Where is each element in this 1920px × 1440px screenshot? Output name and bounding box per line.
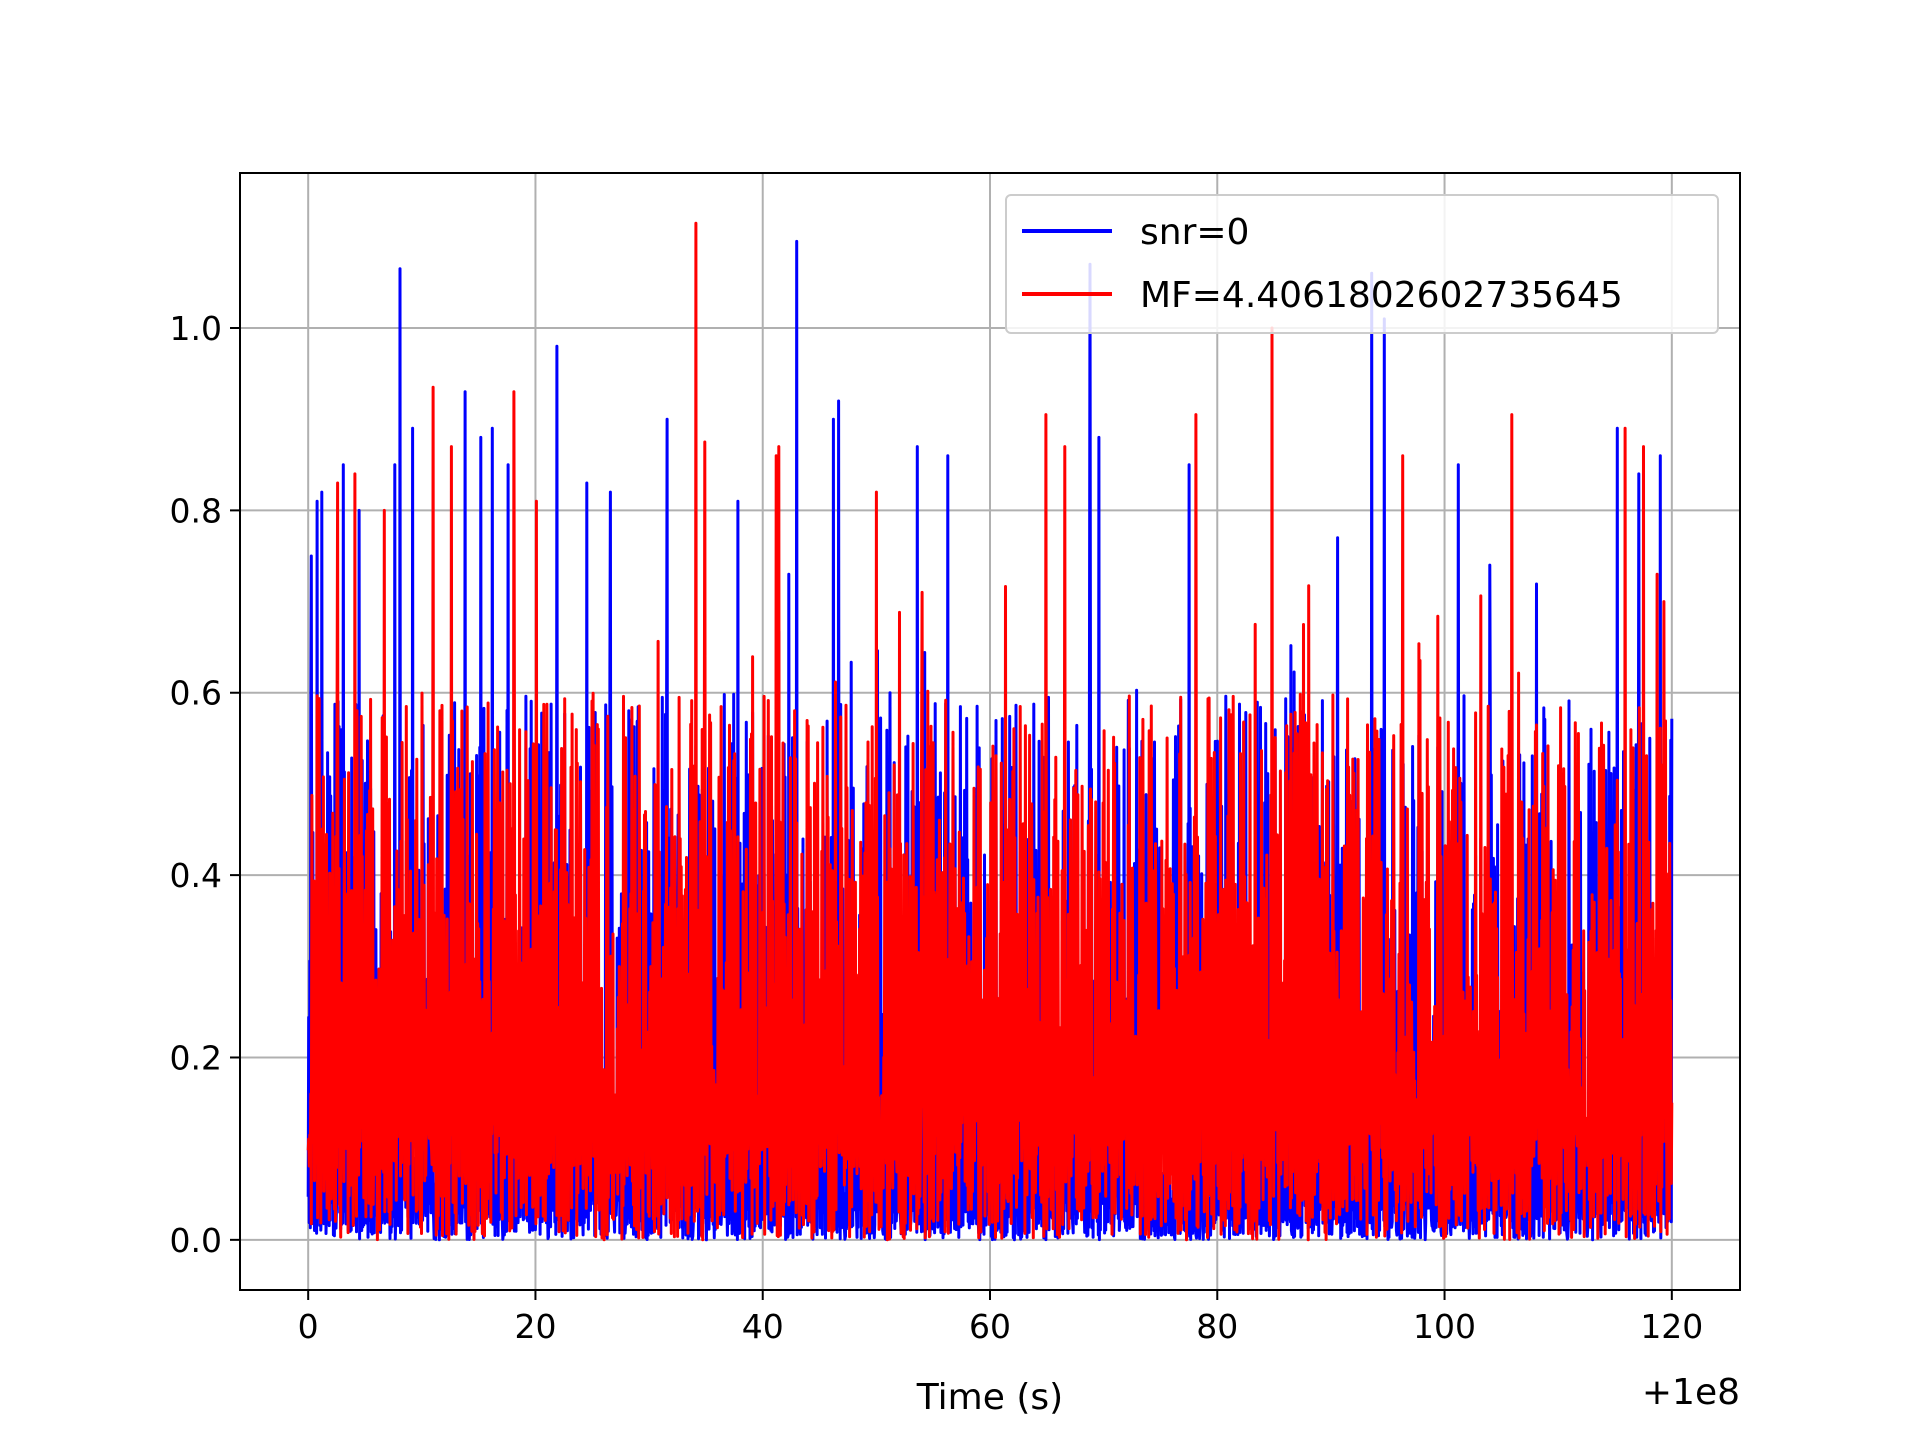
series-layer	[306, 221, 1674, 1242]
x-tick-label: 0	[298, 1307, 319, 1346]
x-tick-label: 100	[1413, 1307, 1476, 1346]
series-line-1	[306, 221, 1674, 1242]
y-tick-label: 0.4	[170, 856, 222, 895]
legend-box	[1005, 194, 1719, 334]
x-tick-label: 120	[1640, 1307, 1703, 1346]
x-tick-label: 20	[514, 1307, 556, 1346]
x-tick-label: 80	[1196, 1307, 1238, 1346]
y-tick-label: 1.0	[170, 309, 222, 348]
y-tick-label: 0.6	[170, 674, 222, 713]
y-tick-label: 0.0	[170, 1221, 222, 1260]
ticks: 0 20 40 60 80 100 120 0.0 0.2 0.4 0.6 0.8 1.0	[170, 309, 1704, 1346]
x-offset-label: +1e8	[1642, 1372, 1740, 1413]
legend: snr=0 MF=4.4061802602735645	[1005, 194, 1719, 334]
x-tick-label: 40	[742, 1307, 784, 1346]
y-tick-label: 0.2	[170, 1038, 222, 1077]
x-axis-label: Time (s)	[916, 1377, 1063, 1418]
legend-label-mf: MF=4.4061802602735645	[1140, 275, 1623, 316]
x-tick-label: 60	[969, 1307, 1011, 1346]
legend-label-snr: snr=0	[1140, 212, 1249, 253]
y-tick-label: 0.8	[170, 491, 222, 530]
